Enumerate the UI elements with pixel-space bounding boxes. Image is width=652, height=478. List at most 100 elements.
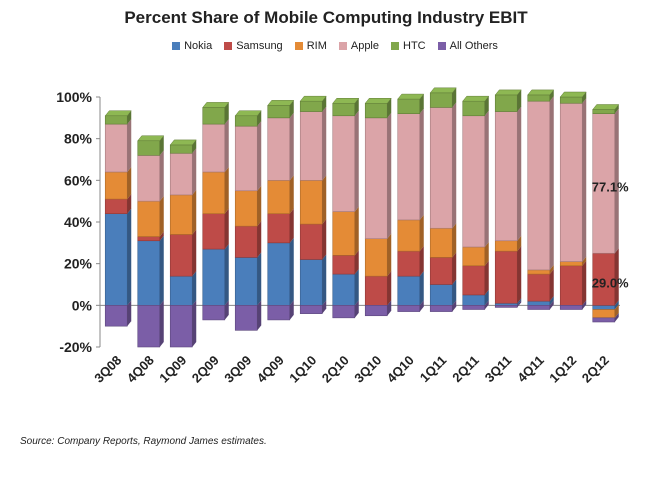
- bar-segment-side: [127, 208, 132, 306]
- bar-segment: [169, 275, 193, 306]
- y-tick-label: 100%: [56, 89, 92, 105]
- bar-segment: [299, 111, 323, 181]
- bar-segment: [592, 305, 616, 310]
- bar-segment: [527, 300, 551, 306]
- legend-label: RIM: [306, 40, 327, 52]
- bar-segment: [299, 100, 323, 112]
- bar-segment: [494, 302, 518, 306]
- bar-segment-side: [159, 150, 164, 202]
- bar-segment: [462, 246, 486, 267]
- bar-segment: [137, 305, 161, 348]
- y-tick-label: 20%: [64, 256, 93, 272]
- bar-segment-side: [484, 96, 489, 116]
- y-tick-label: 0%: [72, 297, 93, 313]
- bar-segment: [267, 117, 291, 181]
- bar-segment-side: [127, 119, 132, 172]
- y-tick-label: -20%: [59, 339, 92, 355]
- bar-segment: [332, 273, 356, 306]
- bar-segment-side: [354, 250, 359, 275]
- legend-swatch: [294, 42, 303, 50]
- bar-segment-side: [224, 244, 229, 306]
- bar-segment: [234, 115, 258, 127]
- bar-segment: [494, 250, 518, 304]
- bar-segment-side: [354, 110, 359, 212]
- bar-segment: [527, 269, 551, 275]
- bar-segment-side: [452, 87, 457, 108]
- bar-segment-side: [484, 260, 489, 295]
- bar-segment-side: [484, 300, 489, 310]
- x-tick-label: 4Q09: [254, 353, 287, 386]
- bar-segment: [234, 305, 258, 331]
- bar-top-cap: [397, 93, 425, 100]
- bar-segment: [559, 305, 583, 310]
- bar-top-cap: [267, 100, 295, 106]
- bar-segment: [592, 309, 616, 319]
- bar-segment: [397, 219, 421, 252]
- bar-segment: [429, 257, 453, 285]
- legend-label: Samsung: [236, 40, 283, 52]
- bar-segment-side: [159, 235, 164, 306]
- bar-segment: [527, 305, 551, 310]
- bar-segment-side: [549, 296, 554, 306]
- bar-segment-side: [257, 121, 262, 191]
- legend-item: All Others: [437, 40, 498, 52]
- bar-segment-side: [517, 89, 522, 112]
- bar-segment: [169, 152, 193, 196]
- bar-segment: [104, 171, 128, 200]
- bar-segment: [397, 275, 421, 306]
- bar-segment-side: [289, 208, 294, 243]
- legend-swatch: [391, 42, 399, 50]
- bar-segment: [559, 261, 583, 267]
- bar-top-cap: [299, 95, 327, 102]
- legend-item: Nokia: [172, 40, 212, 52]
- bar-segment-side: [224, 208, 229, 250]
- bar-top-cap: [332, 98, 360, 104]
- bar-segment-side: [354, 300, 359, 318]
- bar-segment: [332, 115, 356, 212]
- bar-segment: [559, 96, 583, 104]
- bar-segment-side: [582, 260, 587, 306]
- bar-segment-side: [387, 112, 392, 239]
- bar-segment-side: [257, 185, 262, 227]
- bar-segment: [397, 305, 421, 312]
- bar-top-cap: [137, 135, 165, 141]
- bar-segment: [364, 275, 388, 306]
- bar-segment-side: [192, 139, 197, 154]
- bar-segment-side: [127, 110, 132, 125]
- bar-segment-side: [614, 312, 619, 322]
- bar-segment-side: [452, 252, 457, 285]
- legend-swatch: [338, 42, 347, 50]
- bar-segment-side: [452, 102, 457, 229]
- bar-segment-side: [322, 300, 327, 314]
- bar-segment-side: [322, 219, 327, 260]
- bar-segment-side: [484, 289, 489, 306]
- bar-segment: [332, 102, 356, 117]
- bar-top-cap: [559, 91, 587, 98]
- legend-swatch: [224, 42, 233, 50]
- bar-segment-side: [549, 89, 554, 102]
- bar-segment: [234, 125, 258, 192]
- bar-segment-side: [354, 98, 359, 116]
- bar-segment-side: [484, 110, 489, 247]
- bar-segment: [104, 123, 128, 173]
- bar-segment-side: [582, 256, 587, 266]
- bar-segment-side: [419, 94, 424, 114]
- bar-segment-side: [517, 298, 522, 306]
- bar-segment: [234, 257, 258, 306]
- bar-segment: [397, 98, 421, 114]
- bar-segment-side: [257, 252, 262, 306]
- bar-top-cap: [202, 102, 230, 108]
- bar-segment: [267, 180, 291, 214]
- bar-segment-side: [614, 300, 619, 310]
- bar-segment-side: [614, 108, 619, 254]
- bar-segment-side: [159, 135, 164, 156]
- bar-top-cap: [234, 110, 262, 116]
- legend-label: Apple: [350, 40, 379, 52]
- x-tick-label: 2Q10: [319, 353, 352, 386]
- bar-segment: [494, 305, 518, 308]
- bar-segment: [169, 234, 193, 277]
- bar-segment-side: [257, 221, 262, 258]
- legend-item: RIM: [294, 40, 327, 52]
- bar-segment-side: [582, 300, 587, 310]
- bar-segment: [104, 305, 128, 327]
